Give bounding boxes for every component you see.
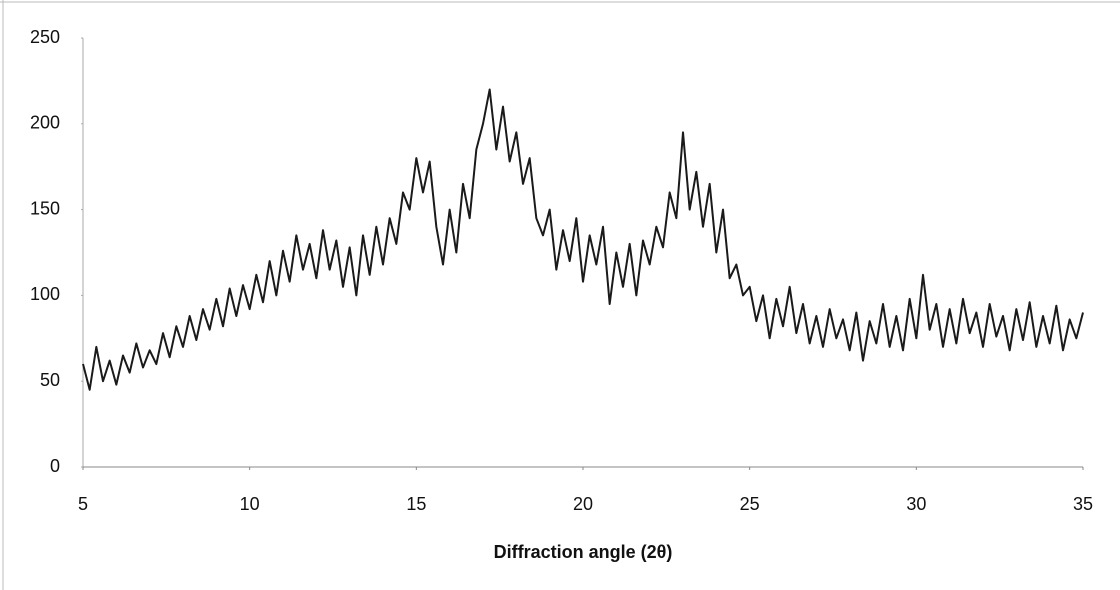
x-tick-label: 5 — [78, 494, 88, 514]
y-tick-label: 250 — [30, 27, 60, 47]
y-tick-label: 200 — [30, 113, 60, 133]
x-tick-label: 35 — [1073, 494, 1093, 514]
y-tick-label: 100 — [30, 284, 60, 304]
x-tick-label: 30 — [906, 494, 926, 514]
y-tick-label: 50 — [40, 370, 60, 390]
y-tick-label: 150 — [30, 198, 60, 218]
x-tick-label: 25 — [740, 494, 760, 514]
x-tick-label: 20 — [573, 494, 593, 514]
data-line — [82, 88, 1084, 391]
x-tick-label: 10 — [240, 494, 260, 514]
x-axis-title: Diffraction angle (2θ) — [494, 542, 673, 562]
y-tick-label: 0 — [50, 456, 60, 476]
x-tick-label: 15 — [406, 494, 426, 514]
